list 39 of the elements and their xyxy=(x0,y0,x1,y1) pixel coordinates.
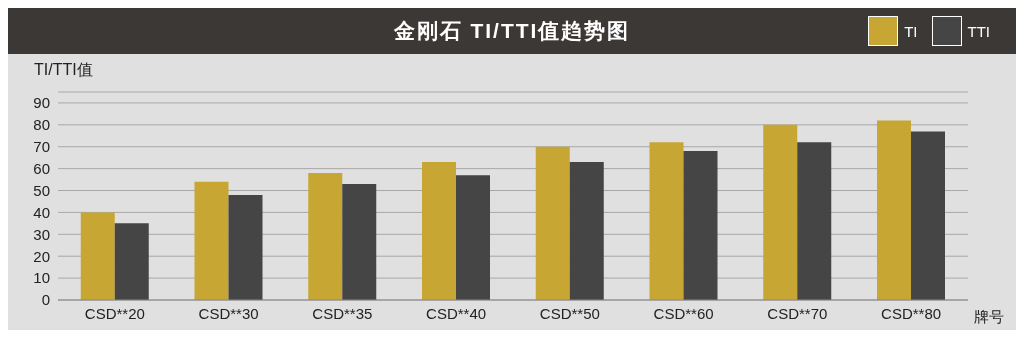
y-tick-label: 30 xyxy=(33,225,50,243)
y-tick-label: 80 xyxy=(33,116,50,134)
bar xyxy=(456,175,490,300)
legend-label: TTI xyxy=(967,22,990,40)
bar xyxy=(911,131,945,300)
bar xyxy=(228,194,263,300)
bar xyxy=(569,162,604,300)
bar xyxy=(342,183,377,300)
x-tick-label: CSD**50 xyxy=(539,304,600,322)
x-axis-title: 牌号 xyxy=(974,308,1004,327)
x-tick-label: CSD**30 xyxy=(198,304,259,322)
bar xyxy=(535,146,570,300)
bar xyxy=(422,162,456,300)
x-tick-label: CSD**20 xyxy=(84,304,145,322)
bar xyxy=(877,120,911,300)
chart-title: 金刚石 TI/TTI值趋势图 xyxy=(393,18,631,44)
bar xyxy=(80,212,115,300)
bar xyxy=(763,124,798,300)
y-tick-label: 20 xyxy=(33,247,50,265)
legend-label: TI xyxy=(904,22,918,40)
y-axis-title: TI/TTI值 xyxy=(34,60,93,80)
y-tick-label: 50 xyxy=(33,181,50,199)
x-tick-label: CSD**70 xyxy=(767,304,828,322)
y-tick-label: 70 xyxy=(33,138,50,156)
x-tick-label: CSD**35 xyxy=(312,304,373,322)
bar xyxy=(114,223,149,300)
x-tick-label: CSD**80 xyxy=(881,304,942,322)
bar xyxy=(797,142,832,300)
y-tick-label: 0 xyxy=(41,291,50,309)
x-tick-label: CSD**60 xyxy=(653,304,714,322)
y-tick-label: 10 xyxy=(33,269,50,287)
bar xyxy=(683,151,718,300)
bar xyxy=(649,142,684,300)
x-tick-label: CSD**40 xyxy=(426,304,487,322)
y-tick-label: 40 xyxy=(33,203,50,221)
bar xyxy=(308,173,343,300)
y-tick-label: 60 xyxy=(33,159,50,177)
bar xyxy=(194,181,229,300)
y-tick-label: 90 xyxy=(33,94,50,112)
